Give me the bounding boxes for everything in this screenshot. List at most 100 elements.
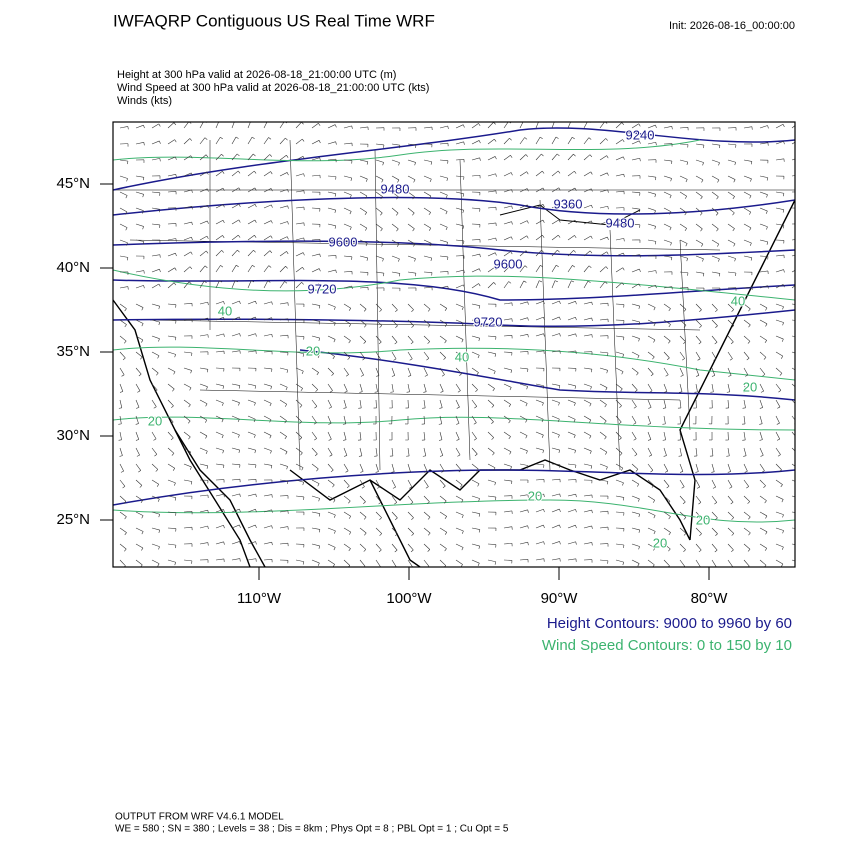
wind-barb [575,301,577,305]
wind-barb [167,223,177,225]
wind-barb [222,450,224,454]
wind-barb [679,479,685,487]
wind-barb [172,388,175,392]
wind-barb [215,235,223,241]
footer-line: WE = 580 ; SN = 380 ; Levels = 38 ; Dis … [115,824,509,835]
wind-barb [391,255,400,260]
wind-barb [158,322,161,326]
wind-barb [271,525,273,529]
wind-barb [135,367,142,375]
wind-barb [572,136,575,140]
wind-barb [647,141,656,145]
wind-barb [495,173,497,177]
wind-barb [444,532,448,535]
wind-barb [727,271,736,274]
wind-barb [423,391,427,393]
wind-barb [583,415,592,421]
wind-barb [647,270,656,273]
wind-barb [375,223,383,229]
wind-barb [747,341,751,344]
wind-barb [119,527,127,533]
wind-barb [461,306,464,310]
wind-barb [631,431,637,439]
wind-barb [153,438,157,441]
wind-barb [270,220,273,224]
wind-barb [695,527,702,534]
wind-barb [136,454,140,457]
wind-barb [557,170,561,174]
wind-barb [711,271,720,274]
wind-barb [583,171,591,177]
wind-barb [765,515,768,519]
wind-barb [503,542,512,545]
wind-barb [439,175,448,179]
wind-barb [135,383,141,392]
wind-barb [615,367,624,372]
wind-barb [263,383,272,387]
wind-barb [407,319,414,326]
wind-barb [759,142,768,145]
wind-barb [791,367,795,371]
wind-barb [391,175,400,181]
wind-barb [647,511,656,516]
wind-barb [574,450,576,454]
wind-barb [685,243,688,247]
lon-label: 90°W [541,590,579,607]
wind-barb [567,316,576,321]
wind-barb [767,125,769,129]
wind-barb [583,334,592,337]
wind-barb [455,141,464,145]
wind-barb [455,511,464,516]
wind-barb [334,225,337,229]
wind-barb [364,324,367,328]
wind-barb [647,415,651,424]
wind-barb [604,420,607,424]
wind-barb [391,383,394,392]
wind-barb [791,479,795,482]
wind-barb [238,385,241,389]
wind-barb [781,338,784,342]
wind-barb [381,179,384,183]
wind-barb [663,543,671,550]
wind-barb [223,525,225,529]
wind-barb [653,531,656,535]
wind-barb [599,526,608,529]
wind-barb [599,399,607,405]
wind-barb [666,485,670,489]
wind-barb [631,463,639,470]
wind-barb [519,431,528,436]
wind-barb [143,177,145,181]
wind-barb [231,203,240,209]
wind-barb [215,399,224,404]
wind-barb [311,123,319,129]
wind-barb [215,301,224,305]
wind-barb [446,178,449,182]
wind-barb [295,399,303,406]
wind-barb [328,438,332,441]
wind-barb [715,325,718,328]
wind-barb [409,486,412,489]
wind-barb [759,495,767,501]
wind-barb [427,501,430,505]
wind-barb [422,455,426,457]
wind-barb [588,137,592,140]
wind-barb [118,407,122,409]
wind-barb [121,374,125,377]
wind-barb [471,319,480,322]
wind-barb [329,390,333,393]
wind-barb [299,437,303,440]
wind-barb [775,303,784,307]
wind-barb [551,508,560,513]
wind-barb [606,466,608,470]
wind-barb [621,371,624,375]
wind-barb [478,140,481,144]
wind-barb [635,469,639,472]
wind-barb [314,406,318,409]
wind-barb [359,479,365,487]
wind-barb [747,501,750,504]
wind-barb [589,250,593,254]
wind-barb [477,563,480,567]
wind-barb [653,307,656,311]
wind-barb [604,436,607,440]
